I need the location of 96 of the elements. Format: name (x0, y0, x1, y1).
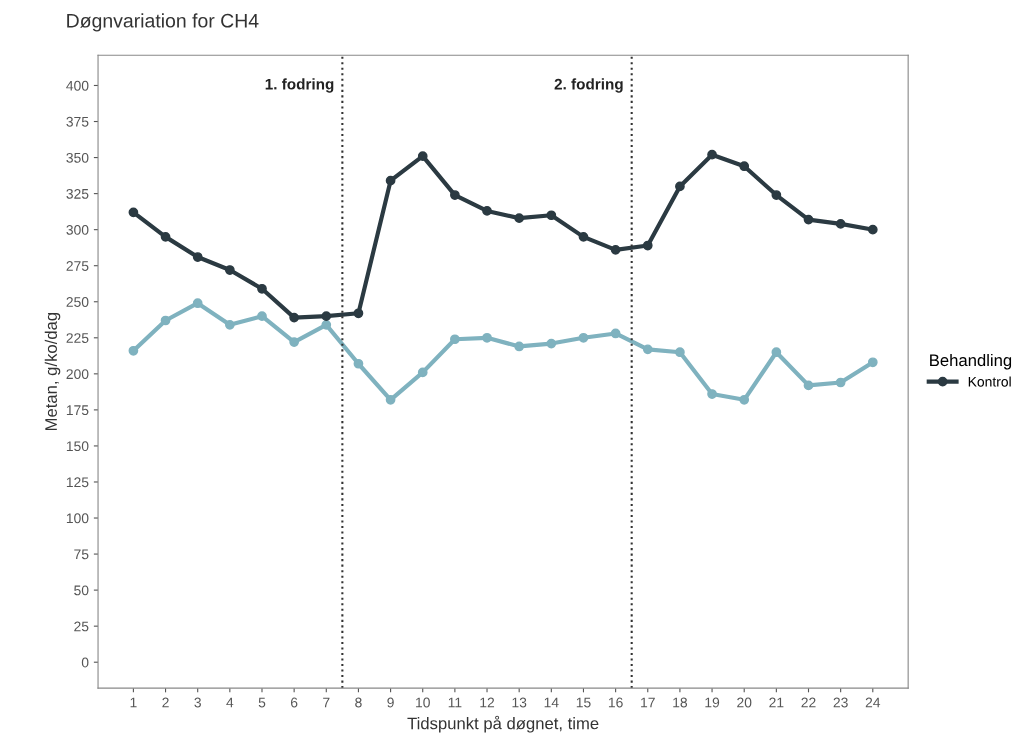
point (835, 219, 846, 229)
point (578, 232, 589, 242)
point (417, 367, 428, 378)
point (224, 319, 235, 330)
y-tick-label: 375 (66, 116, 89, 127)
x-tick-label: 16 (608, 697, 623, 708)
point (385, 175, 396, 186)
x-tick-label: 3 (194, 697, 201, 708)
point (642, 240, 653, 251)
point (450, 334, 460, 345)
x-tick-label: 2 (162, 697, 169, 708)
point (707, 389, 717, 399)
y-tick-label: 200 (66, 369, 89, 380)
point (224, 265, 235, 275)
point (128, 207, 139, 218)
point (610, 328, 621, 339)
point (160, 315, 171, 326)
x-tick-label: 7 (323, 697, 330, 708)
point (128, 345, 139, 356)
y-tick-label: 75 (74, 549, 89, 560)
legend-title: Behandling (930, 353, 1012, 370)
x-axis-title: Tidspunkt på døgnet, time (407, 715, 599, 733)
point (771, 347, 782, 358)
x-tick-label: 8 (355, 697, 362, 708)
point (578, 332, 589, 343)
y-tick-label: 125 (66, 477, 89, 488)
y-tick-label: 225 (66, 333, 89, 343)
legend-label: Kontrol (968, 376, 1011, 387)
point (675, 181, 685, 192)
point (610, 244, 621, 255)
x-tick-label: 4 (226, 697, 234, 708)
y-tick-label: 300 (66, 224, 89, 235)
x-tick-label: 22 (801, 697, 816, 708)
y-axis-title: Metan, g/ko/dag (44, 312, 61, 431)
y-tick-label: 25 (74, 621, 89, 632)
y-tick-label: 350 (66, 152, 89, 163)
x-tick-label: 21 (769, 697, 784, 708)
x-tick-label: 19 (705, 697, 720, 708)
point (321, 319, 332, 330)
y-tick-label: 400 (66, 80, 89, 91)
x-tick-label: 12 (480, 697, 495, 708)
point (867, 357, 878, 368)
ref-line-label: 2. fodring (554, 78, 623, 93)
x-tick-label: 10 (416, 697, 430, 708)
x-tick-label: 6 (290, 697, 298, 708)
y-tick-label: 0 (81, 657, 89, 668)
y-tick-label: 275 (66, 261, 89, 271)
point (160, 232, 171, 242)
point (353, 358, 364, 369)
point (482, 206, 492, 216)
point (289, 312, 300, 323)
x-tick-label: 20 (737, 697, 752, 708)
y-tick-label: 100 (66, 513, 89, 524)
x-tick-label: 24 (865, 697, 881, 708)
x-tick-label: 13 (512, 697, 527, 708)
x-tick-label: 17 (641, 697, 655, 708)
point (192, 298, 203, 309)
y-tick-label: 175 (66, 405, 89, 416)
y-tick-label: 50 (74, 585, 89, 596)
point (803, 380, 814, 391)
point (867, 224, 878, 235)
point (771, 190, 782, 200)
x-tick-label: 1 (130, 697, 137, 708)
point (385, 394, 396, 405)
point (192, 252, 203, 262)
x-tick-label: 9 (387, 697, 394, 708)
point (546, 210, 557, 221)
point (675, 347, 685, 358)
point (835, 377, 846, 388)
ref-line-label: 1. fodring (265, 78, 334, 93)
x-tick-label: 15 (576, 697, 591, 708)
point (417, 151, 428, 161)
x-tick-label: 11 (448, 697, 462, 708)
chart-title: Døgnvariation for CH4 (67, 13, 259, 32)
point (353, 308, 364, 319)
point (482, 332, 492, 343)
point (321, 311, 332, 322)
y-tick-label: 250 (66, 297, 89, 307)
point (803, 214, 814, 225)
point (257, 311, 267, 322)
x-tick-label: 14 (544, 697, 559, 708)
point (450, 190, 460, 200)
point (514, 341, 525, 352)
point (289, 337, 300, 347)
x-tick-label: 23 (833, 697, 848, 708)
point (642, 344, 653, 355)
point (739, 394, 750, 405)
point (546, 338, 557, 349)
y-tick-label: 325 (66, 188, 89, 199)
point (707, 149, 717, 160)
point (739, 161, 750, 172)
point (514, 213, 525, 223)
point (257, 283, 267, 294)
x-tick-label: 5 (258, 697, 266, 708)
y-tick-label: 150 (66, 441, 89, 452)
x-tick-label: 18 (673, 697, 688, 708)
